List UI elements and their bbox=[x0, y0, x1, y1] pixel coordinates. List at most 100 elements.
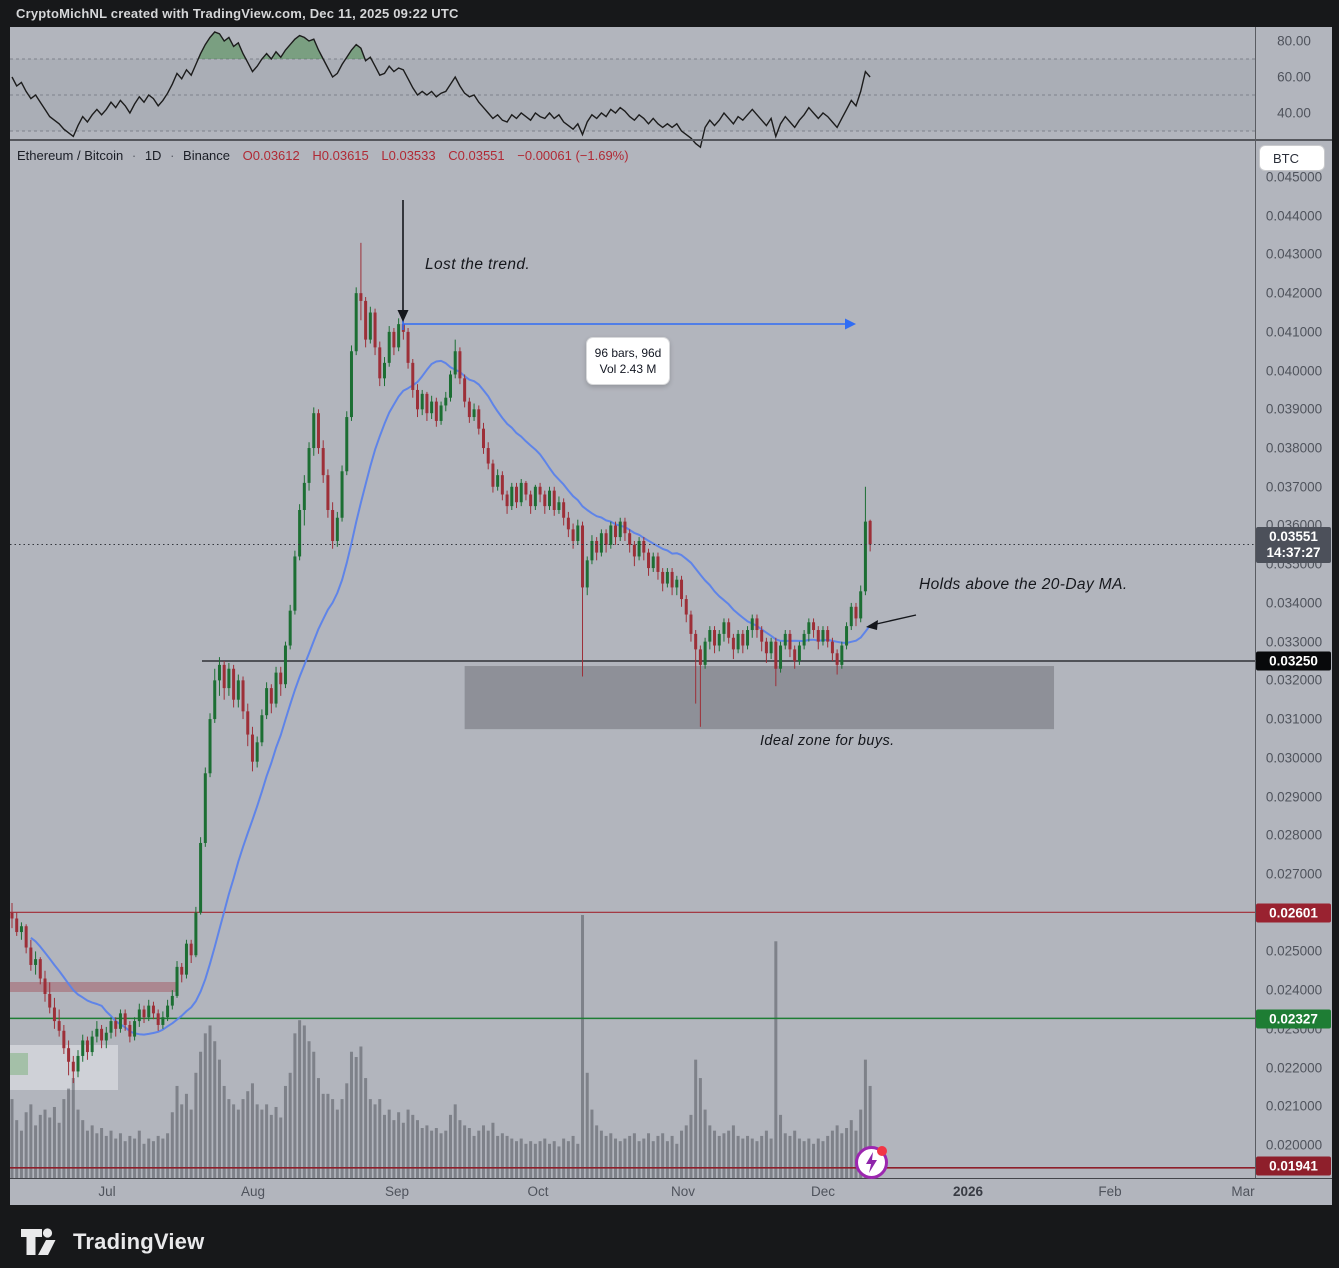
volume-bar bbox=[85, 1130, 89, 1178]
candle-body bbox=[623, 521, 627, 534]
time-axis-label: 2026 bbox=[952, 1184, 984, 1199]
candle-body bbox=[863, 521, 867, 592]
price-axis[interactable]: 0.045000 0.044000 0.043000 0.042000 0.041000… bbox=[1256, 27, 1332, 1178]
candle-body bbox=[340, 471, 344, 518]
volume-bar bbox=[349, 1051, 353, 1178]
volume-bar bbox=[529, 1141, 533, 1178]
candle-body bbox=[665, 571, 669, 584]
volume-bar bbox=[576, 1143, 580, 1178]
candle-body bbox=[222, 664, 226, 689]
volume-bar bbox=[632, 1133, 636, 1178]
attribution-text: CryptoMichNL created with TradingView.co… bbox=[16, 6, 459, 21]
candle-body bbox=[151, 1005, 155, 1014]
exchange-name[interactable]: Binance bbox=[183, 148, 231, 163]
volume-bar bbox=[312, 1051, 316, 1178]
volume-bar bbox=[755, 1141, 759, 1178]
tradingview-brand[interactable]: TradingView bbox=[20, 1227, 204, 1257]
candle-body bbox=[95, 1028, 99, 1037]
volume-bar bbox=[189, 1109, 193, 1178]
candle-body bbox=[199, 842, 203, 913]
annotation-holds-ma[interactable]: Holds above the 20-Day MA. bbox=[919, 576, 1128, 593]
candle-body bbox=[647, 552, 651, 569]
annotation-lost-trend[interactable]: Lost the trend. bbox=[425, 256, 531, 273]
candle-body bbox=[807, 622, 811, 634]
volume-bar bbox=[628, 1135, 632, 1178]
candle-body bbox=[137, 1009, 141, 1022]
timeframe[interactable]: 1D bbox=[144, 148, 162, 163]
volume-bar bbox=[746, 1135, 750, 1178]
candle-body bbox=[689, 614, 693, 634]
price-axis-label: 0.033000 bbox=[1265, 634, 1323, 650]
volume-bar bbox=[599, 1130, 603, 1178]
candle-body bbox=[415, 389, 419, 410]
candle-body bbox=[750, 618, 754, 631]
symbol-legend[interactable]: Ethereum / Bitcoin · 1D · Binance O0.036… bbox=[17, 148, 629, 163]
volume-bar bbox=[845, 1128, 849, 1178]
candle-body bbox=[265, 688, 269, 716]
candle-body bbox=[826, 630, 830, 642]
volume-bar bbox=[788, 1135, 792, 1178]
candle-body bbox=[510, 486, 514, 507]
volume-bar bbox=[199, 1051, 203, 1178]
green-box-drawing bbox=[10, 1053, 28, 1075]
candle-body bbox=[203, 773, 207, 843]
volume-bar bbox=[703, 1109, 707, 1178]
volume-bar bbox=[71, 1078, 75, 1178]
red-band-drawing bbox=[10, 982, 178, 992]
volume-bar bbox=[769, 1138, 773, 1178]
volume-bar bbox=[562, 1138, 566, 1178]
candle-body bbox=[34, 959, 38, 965]
current-price-value: 0.03551 bbox=[1269, 529, 1318, 544]
pane-divider[interactable] bbox=[10, 139, 1332, 141]
volume-bar bbox=[411, 1114, 415, 1178]
volume-bar bbox=[307, 1041, 311, 1178]
darkred-level-badge: 0.01941 bbox=[1256, 1156, 1331, 1176]
candle-body bbox=[731, 637, 735, 650]
legend-separator: · bbox=[170, 148, 175, 163]
candle-body bbox=[326, 475, 330, 510]
candle-body bbox=[269, 688, 273, 704]
volume-bar bbox=[760, 1135, 764, 1178]
volume-bar bbox=[368, 1099, 372, 1178]
volume-bar bbox=[430, 1130, 434, 1178]
volume-bar bbox=[533, 1143, 537, 1178]
candle-body bbox=[15, 918, 19, 933]
candle-body bbox=[430, 401, 434, 414]
volume-bar bbox=[345, 1083, 349, 1178]
price-axis-label: 0.031000 bbox=[1265, 711, 1323, 727]
candle-body bbox=[109, 1021, 113, 1033]
price-axis-label: 0.025000 bbox=[1265, 943, 1323, 959]
volume-bar bbox=[543, 1138, 547, 1178]
volume-bar bbox=[764, 1130, 768, 1178]
candle-body bbox=[628, 533, 632, 545]
candle-body bbox=[727, 622, 731, 638]
candle-body bbox=[868, 520, 872, 545]
volume-bar bbox=[731, 1125, 735, 1178]
lightning-sticker[interactable] bbox=[855, 1146, 888, 1179]
symbol-name[interactable]: Ethereum / Bitcoin bbox=[17, 148, 124, 163]
candle-body bbox=[642, 540, 646, 553]
candle-body bbox=[38, 959, 42, 979]
candle-body bbox=[208, 719, 212, 774]
volume-bar bbox=[849, 1120, 853, 1178]
volume-bar bbox=[123, 1141, 127, 1178]
volume-bar bbox=[670, 1135, 674, 1178]
candle-body bbox=[632, 544, 636, 557]
rsi-line bbox=[11, 31, 871, 149]
annotation-ideal-zone[interactable]: Ideal zone for buys. bbox=[760, 733, 895, 749]
ma-20-line bbox=[30, 359, 871, 1036]
candle-body bbox=[670, 571, 674, 588]
volume-bar bbox=[779, 1114, 783, 1178]
volume-bar bbox=[566, 1141, 570, 1178]
volume-bar bbox=[38, 1114, 42, 1178]
price-axis-label: 0.030000 bbox=[1265, 750, 1323, 766]
candle-body bbox=[316, 413, 320, 449]
candle-body bbox=[840, 645, 844, 665]
price-unit-toggle-btc[interactable]: BTC bbox=[1259, 145, 1325, 171]
volume-bar bbox=[802, 1141, 806, 1178]
volume-bar bbox=[830, 1130, 834, 1178]
candle-body bbox=[618, 521, 622, 538]
volume-bar bbox=[651, 1141, 655, 1178]
time-axis[interactable]: Jul Aug Sep Oct Nov Dec 2026 Feb Mar bbox=[10, 1179, 1332, 1205]
